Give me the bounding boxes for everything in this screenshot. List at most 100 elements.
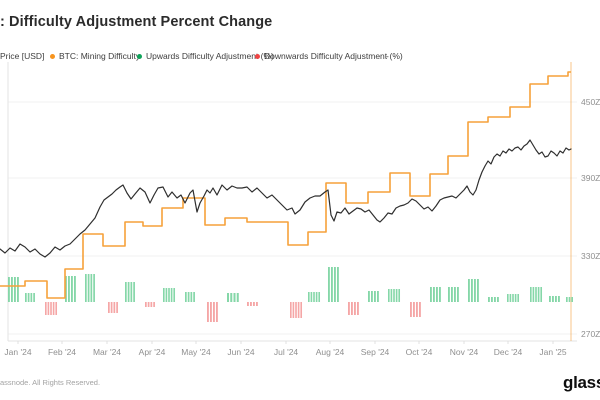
up-adjustment-bar (133, 282, 135, 302)
y-axis-label: 390Z (581, 173, 600, 183)
up-adjustment-bar (552, 296, 554, 302)
up-adjustment-bar (233, 293, 236, 302)
chart-title: : Difficulty Adjustment Percent Change (0, 14, 273, 30)
down-adjustment-bar (351, 302, 353, 315)
up-adjustment-bar (488, 297, 490, 302)
x-axis-label: Dec '24 (493, 347, 523, 357)
up-adjustment-bar (477, 279, 479, 302)
x-axis-label: Jan '25 (539, 347, 567, 357)
up-adjustment-bar (430, 287, 432, 302)
up-adjustment-bar (436, 287, 438, 302)
down-adjustment-bar (357, 302, 359, 315)
up-adjustment-bar (491, 297, 493, 302)
legend-item-price[interactable]: Price [USD] (0, 51, 44, 61)
up-adjustment-bar (471, 279, 473, 302)
down-adjustment-bar (47, 302, 50, 315)
up-adjustment-bar (74, 276, 76, 302)
up-adjustment-bar (68, 276, 70, 302)
up-adjustment-bar (168, 288, 170, 302)
up-adjustment-bar (395, 289, 398, 302)
down-adjustment-bar (348, 302, 350, 315)
up-adjustment-bar (30, 293, 33, 302)
up-adjustment-bar (368, 291, 370, 302)
up-adjustment-bar (310, 292, 313, 302)
x-axis-label: Jun '24 (227, 347, 255, 357)
price-line (0, 139, 572, 258)
up-adjustment-bar (337, 267, 339, 302)
x-axis-label: Oct '24 (405, 347, 433, 357)
down-adjustment-bar (253, 302, 255, 306)
up-adjustment-bar (14, 277, 16, 302)
up-adjustment-bar (173, 288, 176, 302)
up-adjustment-bar (494, 297, 496, 302)
down-adjustment-bar (250, 302, 252, 306)
up-adjustment-bar (331, 267, 333, 302)
up-adjustment-bar (33, 293, 35, 302)
down-adjustment-bar (290, 302, 292, 318)
down-adjustment-bar (292, 302, 295, 318)
down-adjustment-bar (108, 302, 110, 313)
up-adjustment-bar (537, 287, 540, 302)
down-adjustment-bar (150, 302, 153, 307)
up-adjustment-bar (457, 287, 459, 302)
down-adjustment-bar (55, 302, 58, 315)
legend-item-upwards-adjustment[interactable]: Upwards Difficulty Adjustment (%) (137, 51, 274, 61)
legend-label-upwards-adjustment: Upwards Difficulty Adjustment (%) (146, 51, 274, 61)
up-adjustment-bar (27, 293, 30, 302)
down-adjustment-bar (256, 302, 258, 306)
down-adjustment-bar (216, 302, 218, 322)
up-adjustment-bar (71, 276, 73, 302)
up-adjustment-bar (514, 294, 517, 302)
up-adjustment-bar (190, 292, 193, 302)
up-adjustment-bar (371, 291, 373, 302)
up-adjustment-bar (93, 274, 95, 302)
down-adjustment-bar (247, 302, 249, 306)
up-adjustment-bar (374, 291, 376, 302)
up-adjustment-bar (474, 279, 476, 302)
up-adjustment-bar (193, 292, 195, 302)
x-axis-label: Nov '24 (449, 347, 479, 357)
down-adjustment-bar (300, 302, 303, 318)
x-axis-label: Mar '24 (92, 347, 122, 357)
up-adjustment-bar (454, 287, 456, 302)
up-adjustment-bar (530, 287, 532, 302)
legend-label-downwards-adjustment: Downwards Difficulty Adjustment (%) (264, 51, 403, 61)
up-adjustment-bar (566, 297, 568, 302)
down-adjustment-bar (354, 302, 356, 315)
down-adjustment-bar (110, 302, 113, 313)
up-adjustment-bar (127, 282, 130, 302)
up-adjustment-bar (509, 294, 512, 302)
down-adjustment-bar (145, 302, 147, 307)
up-adjustment-bar (535, 287, 537, 302)
up-adjustment-bar (163, 288, 165, 302)
up-adjustment-bar (130, 282, 133, 302)
down-adjustment-bar (153, 302, 155, 307)
legend-item-mining-difficulty[interactable]: BTC: Mining Difficulty (50, 51, 140, 61)
down-adjustment-bar (410, 302, 412, 317)
up-adjustment-bar (185, 292, 187, 302)
legend-item-downwards-adjustment[interactable]: Downwards Difficulty Adjustment (%) (255, 51, 403, 61)
legend-label-mining-difficulty: BTC: Mining Difficulty (59, 51, 141, 61)
mining-difficulty-line (0, 71, 571, 299)
down-adjustment-bar (50, 302, 52, 315)
up-adjustment-bar (318, 292, 321, 302)
up-adjustment-bar (125, 282, 127, 302)
legend-label-price: Price [USD] (0, 51, 45, 61)
down-adjustment-bar (45, 302, 47, 315)
down-adjustment-bar (419, 302, 421, 317)
up-adjustment-bar (25, 293, 27, 302)
x-axis-label: Aug '24 (315, 347, 345, 357)
up-adjustment-bar (170, 288, 173, 302)
up-adjustment-bar (468, 279, 470, 302)
y-axis-label: 270Z (581, 329, 600, 339)
up-adjustment-bar (8, 277, 10, 302)
up-adjustment-bar (398, 289, 401, 302)
x-axis-label: Jul '24 (273, 347, 299, 357)
up-adjustment-bar (393, 289, 395, 302)
up-adjustment-bar (540, 287, 543, 302)
up-adjustment-bar (388, 289, 390, 302)
down-adjustment-bar (416, 302, 418, 317)
legend-overflow-dash[interactable]: - (386, 51, 389, 61)
up-adjustment-bar (165, 288, 168, 302)
